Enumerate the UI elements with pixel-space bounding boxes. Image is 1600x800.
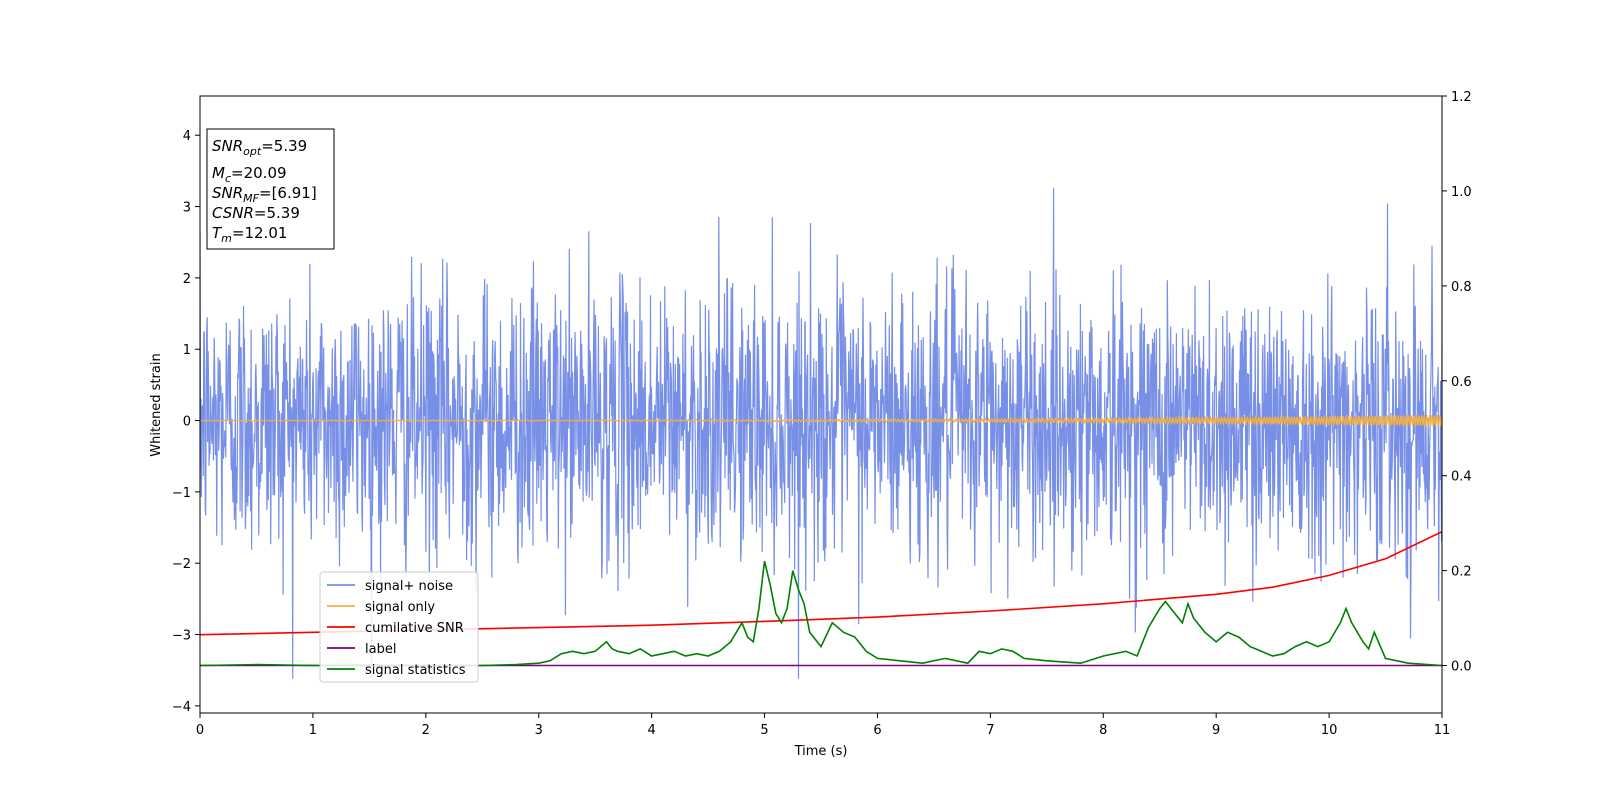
annotation-line: SNRopt=5.39 — [212, 137, 307, 158]
series-signal-only — [200, 413, 1442, 428]
legend: signal+ noise signal only cumilative SNR la… — [319, 571, 479, 683]
y-left-tick-label: −1 — [172, 486, 191, 501]
y-left-tick-label: −4 — [172, 700, 191, 715]
x-tick-label: 0 — [196, 723, 204, 738]
legend-label: signal+ noise — [365, 579, 453, 594]
y-axis-label: Whitened strain — [149, 353, 164, 456]
x-tick-label: 7 — [986, 723, 994, 738]
x-tick-label: 6 — [873, 723, 881, 738]
y-right-tick-label: 1.0 — [1451, 185, 1472, 200]
annotation-line: Mc=20.09 — [212, 164, 287, 185]
y-axis-right: 1.2 1.0 0.8 0.6 0.4 0.2 0.0 — [1442, 90, 1472, 675]
x-axis: 0 1 2 3 4 5 6 7 8 9 10 11 — [196, 713, 1450, 738]
y-right-tick-label: 0.2 — [1451, 565, 1472, 580]
x-tick-label: 11 — [1434, 723, 1451, 738]
x-tick-label: 5 — [760, 723, 768, 738]
y-axis-left: 4 3 2 1 0 −1 −2 −3 −4 — [172, 129, 200, 715]
y-left-tick-label: −2 — [172, 557, 191, 572]
x-tick-label: 2 — [422, 723, 430, 738]
annotation-line: SNRMF=[6.91] — [212, 184, 317, 205]
x-axis-label: Time (s) — [794, 744, 848, 759]
annotation-box: SNRopt=5.39 Mc=20.09SNRMF=[6.91]CSNR=5.39… — [206, 128, 335, 250]
legend-label: label — [365, 642, 396, 657]
x-tick-label: 1 — [309, 723, 317, 738]
x-tick-label: 4 — [647, 723, 655, 738]
y-right-tick-label: 0.4 — [1451, 470, 1472, 485]
y-left-tick-label: 2 — [183, 272, 191, 287]
x-tick-label: 9 — [1212, 723, 1220, 738]
y-right-tick-label: 0.8 — [1451, 280, 1472, 295]
series-signal-statistics — [200, 560, 1442, 667]
y-right-tick-label: 0.0 — [1451, 660, 1472, 675]
axes-frame — [199, 95, 1443, 714]
legend-label: signal statistics — [365, 663, 466, 678]
x-tick-label: 10 — [1321, 723, 1338, 738]
x-tick-label: 8 — [1099, 723, 1107, 738]
annotation-line: Tm=12.01 — [212, 224, 287, 245]
y-left-tick-label: 0 — [183, 415, 191, 430]
y-left-tick-label: −3 — [172, 629, 191, 644]
y-left-tick-label: 1 — [183, 343, 191, 358]
series-signal-noise — [200, 188, 1442, 679]
legend-label: cumilative SNR — [365, 621, 464, 636]
y-left-tick-label: 3 — [183, 201, 191, 216]
annotation-line: CSNR=5.39 — [212, 204, 300, 222]
legend-label: signal only — [365, 600, 435, 615]
y-left-tick-label: 4 — [183, 129, 191, 144]
y-right-tick-label: 1.2 — [1451, 90, 1472, 105]
y-right-tick-label: 0.6 — [1451, 375, 1472, 390]
x-tick-label: 3 — [535, 723, 543, 738]
